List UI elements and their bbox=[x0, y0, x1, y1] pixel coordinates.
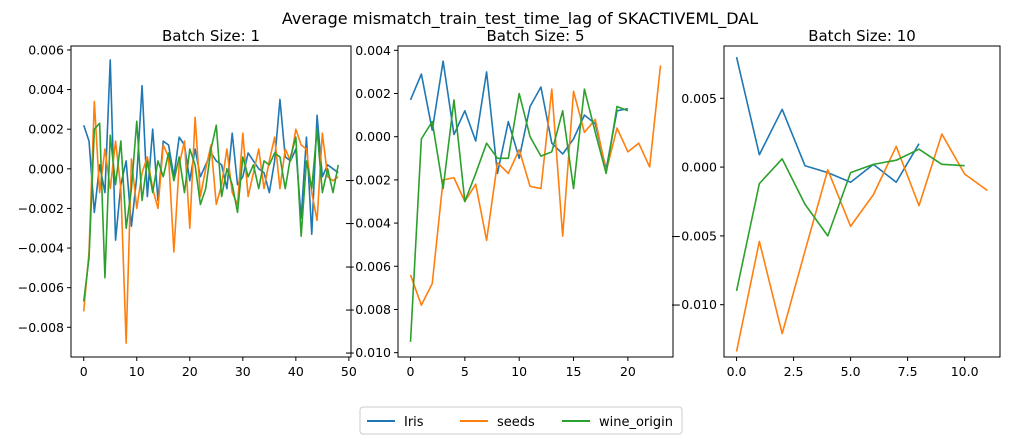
chart-panel-2: Batch Size: 5 0 5 10 15 20 −0.010 −0.008 −0.006 −… bbox=[345, 27, 674, 379]
y-tick-label: −0.004 bbox=[18, 241, 64, 256]
figure-suptitle: Average mismatch_train_test_time_lag of … bbox=[282, 9, 758, 29]
chart-panel-3: Batch Size: 10 0.0 2.5 5.0 7.5 10.0 −0.010 −0.0… bbox=[671, 27, 1001, 379]
series-line-seeds bbox=[735, 133, 988, 352]
y-tick-label: −0.005 bbox=[671, 228, 717, 243]
x-tick-label: 10.0 bbox=[951, 364, 979, 379]
x-tick-label: 10 bbox=[129, 364, 145, 379]
legend-frame bbox=[359, 406, 683, 435]
legend-label-seeds: seeds bbox=[497, 415, 535, 430]
series-group bbox=[409, 60, 662, 342]
x-tick-label: 30 bbox=[235, 364, 251, 379]
y-tick-label: 0.006 bbox=[28, 42, 64, 57]
series-line-wine-origin bbox=[409, 88, 629, 342]
x-tick-label: 0.0 bbox=[727, 364, 747, 379]
y-tick-label: 0.000 bbox=[28, 161, 64, 176]
legend-label-iris: Iris bbox=[404, 415, 424, 430]
x-tick-label: 15 bbox=[566, 364, 582, 379]
x-tick-label: 0 bbox=[407, 364, 415, 379]
x-tick-label: 7.5 bbox=[898, 364, 918, 379]
y-tick-label: −0.006 bbox=[18, 280, 64, 295]
x-tick-label: 2.5 bbox=[784, 364, 804, 379]
panel-title: Batch Size: 5 bbox=[486, 27, 584, 45]
series-line-seeds bbox=[409, 65, 662, 306]
x-tick-label: 40 bbox=[288, 364, 304, 379]
chart-panels: Batch Size: 10 10 20 30 40 50−0.008−0.006−0.0… bbox=[18, 27, 1001, 379]
axes-frame bbox=[723, 45, 1001, 358]
y-tick-label: −0.008 bbox=[345, 302, 391, 317]
series-group bbox=[82, 59, 340, 344]
y-tick-label: −0.004 bbox=[345, 216, 391, 231]
series-line-iris bbox=[409, 60, 629, 175]
x-tick-label: 5 bbox=[461, 364, 469, 379]
axes-frame bbox=[397, 45, 674, 358]
legend: Iris seeds wine_origin bbox=[359, 406, 683, 435]
x-tick-label: 20 bbox=[620, 364, 636, 379]
y-tick-label: −0.002 bbox=[345, 172, 391, 187]
y-tick-label: −0.008 bbox=[18, 320, 64, 335]
y-tick-label: 0.002 bbox=[28, 122, 64, 137]
y-tick-label: 0.004 bbox=[355, 43, 391, 58]
series-line-wine-origin bbox=[735, 148, 965, 292]
y-tick-label: 0.005 bbox=[681, 91, 717, 106]
x-tick-label: 20 bbox=[182, 364, 198, 379]
x-tick-label: 0 bbox=[80, 364, 88, 379]
y-tick-label: 0.002 bbox=[355, 86, 391, 101]
x-tick-label: 5.0 bbox=[841, 364, 861, 379]
y-tick-label: 0.004 bbox=[28, 82, 64, 97]
y-tick-label: 0.000 bbox=[355, 129, 391, 144]
y-tick-label: −0.006 bbox=[345, 259, 391, 274]
series-line-seeds bbox=[82, 100, 339, 344]
axes-frame bbox=[70, 45, 352, 358]
y-tick-label: −0.002 bbox=[18, 201, 64, 216]
y-tick-label: −0.010 bbox=[345, 345, 391, 360]
panel-title: Batch Size: 10 bbox=[808, 27, 916, 45]
series-line-iris bbox=[735, 56, 920, 184]
x-tick-label: 10 bbox=[511, 364, 527, 379]
panel-title: Batch Size: 1 bbox=[162, 27, 260, 45]
series-group bbox=[735, 56, 988, 352]
legend-label-wine-origin: wine_origin bbox=[599, 415, 673, 430]
y-tick-label: −0.010 bbox=[671, 297, 717, 312]
x-tick-label: 50 bbox=[341, 364, 357, 379]
chart-panel-1: Batch Size: 1 0 10 20 30 40 50 −0.008 −0.006 −0.0… bbox=[18, 27, 357, 379]
y-tick-label: 0.000 bbox=[681, 160, 717, 175]
series-line-wine-origin bbox=[82, 120, 340, 302]
